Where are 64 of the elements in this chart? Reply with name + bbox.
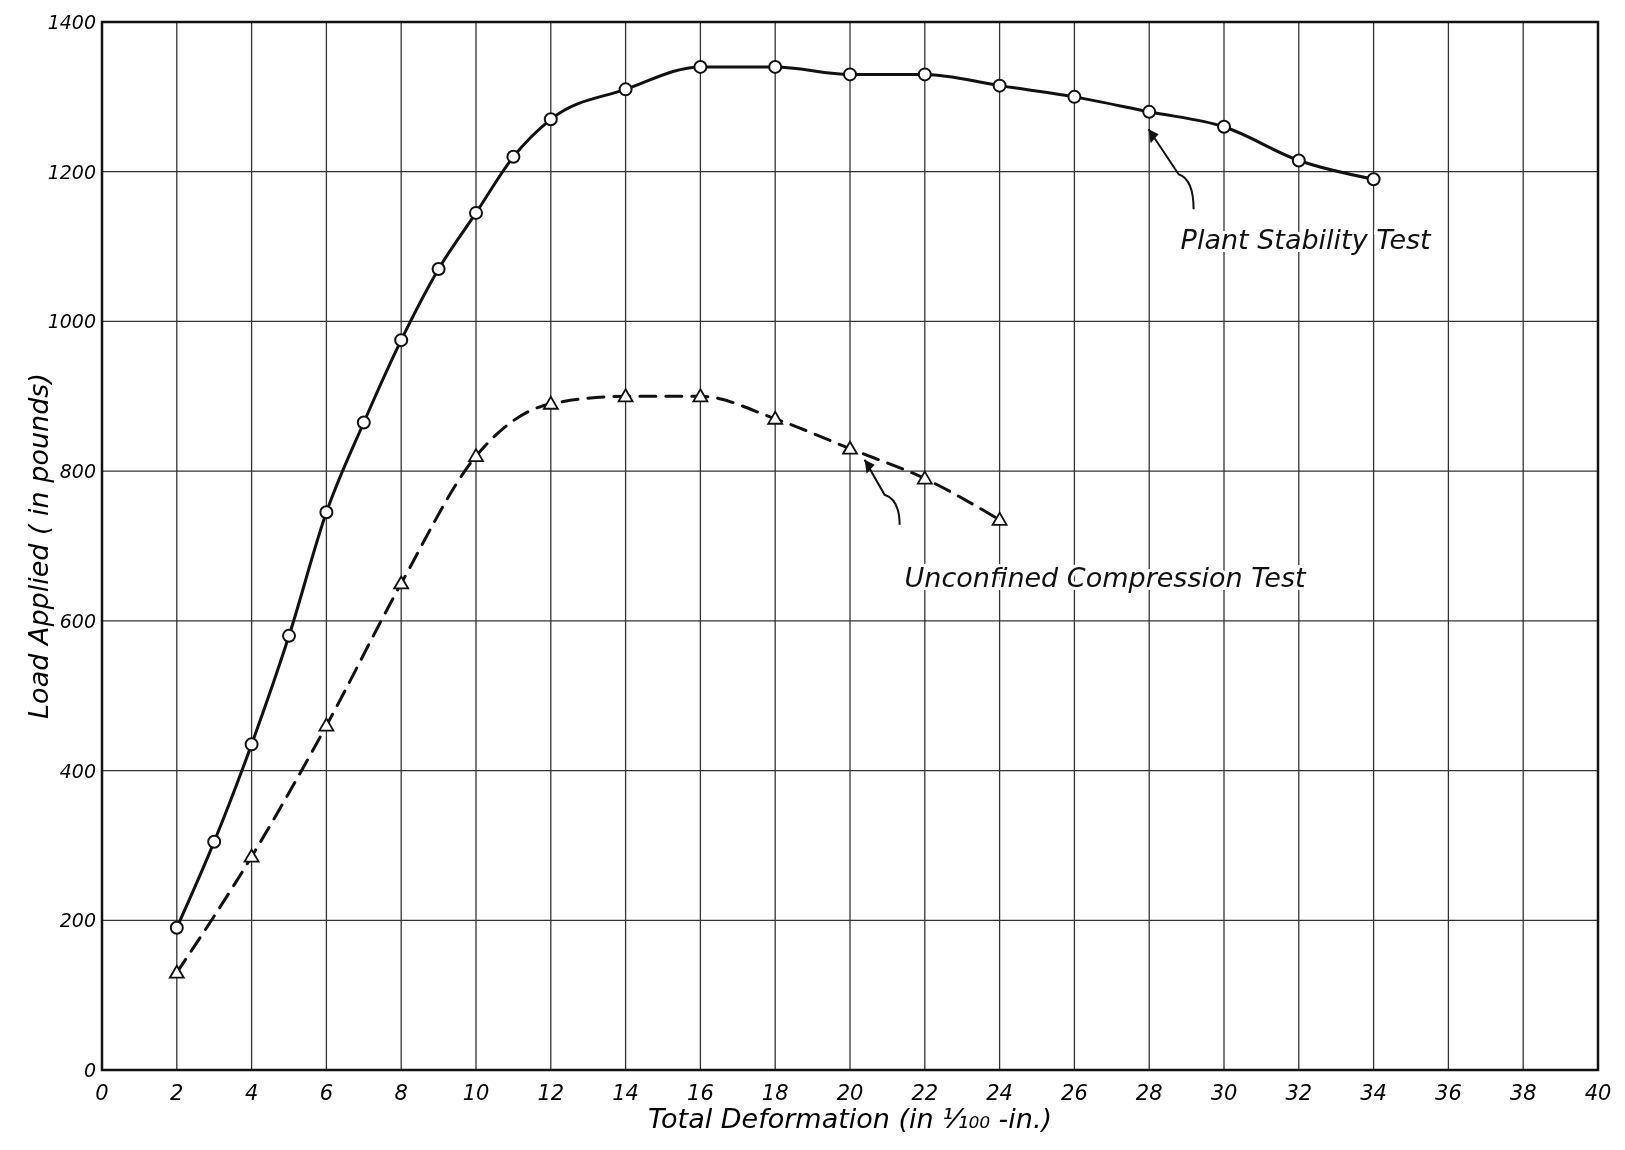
x-tick-label: 34 <box>1360 1081 1387 1105</box>
point <box>843 67 857 82</box>
point <box>543 112 558 127</box>
point <box>243 848 260 863</box>
point <box>356 415 371 430</box>
x-tick-label: 20 <box>836 1081 864 1105</box>
point <box>393 575 410 590</box>
point <box>431 262 446 277</box>
point <box>1142 104 1157 119</box>
point <box>542 395 559 410</box>
x-tick-label: 22 <box>911 1081 939 1105</box>
point <box>1291 153 1306 168</box>
point <box>1217 119 1231 134</box>
point <box>767 410 784 425</box>
point <box>244 737 259 752</box>
point <box>169 920 184 935</box>
x-tick-label: 16 <box>687 1081 714 1105</box>
x-tick-label: 36 <box>1435 1081 1462 1105</box>
point <box>991 511 1008 526</box>
point <box>917 67 932 82</box>
point <box>693 59 708 74</box>
y-tick-label: 400 <box>59 759 96 782</box>
x-tick-label: 32 <box>1285 1081 1313 1105</box>
x-tick-label: 26 <box>1061 1081 1088 1105</box>
x-tick-label: 28 <box>1135 1081 1163 1105</box>
x-tick-label: 12 <box>537 1081 565 1105</box>
point <box>1366 172 1381 187</box>
point <box>1067 89 1082 104</box>
point <box>207 834 222 849</box>
point <box>168 964 185 979</box>
point <box>842 440 858 455</box>
x-tick-label: 10 <box>462 1081 490 1105</box>
x-tick-label: 30 <box>1210 1081 1238 1105</box>
point <box>617 388 634 403</box>
point <box>469 205 483 220</box>
point <box>618 82 633 97</box>
x-tick-label: 18 <box>761 1081 789 1105</box>
point <box>282 628 296 643</box>
point <box>468 448 484 463</box>
y-tick-label: 800 <box>59 460 96 483</box>
x-tick-label: 24 <box>986 1081 1013 1105</box>
point <box>692 388 709 403</box>
x-tick-label: 4 <box>244 1081 259 1105</box>
x-tick-label: 38 <box>1509 1081 1537 1105</box>
x-tick-label: 2 <box>170 1081 184 1105</box>
point <box>318 717 335 732</box>
x-tick-label: 40 <box>1584 1081 1612 1105</box>
x-tick-label: 14 <box>612 1081 639 1105</box>
point <box>992 78 1007 93</box>
y-tick-label: 1400 <box>47 11 96 33</box>
x-tick-label: 8 <box>394 1081 408 1105</box>
y-tick-label: 1000 <box>47 310 96 333</box>
x-tick-label: 6 <box>319 1081 334 1105</box>
y-tick-label: 600 <box>59 609 96 632</box>
point <box>916 470 933 485</box>
point <box>394 333 409 348</box>
y-tick-label: 200 <box>59 909 96 932</box>
point <box>319 505 334 520</box>
x-axis-title: Total Deformation (in ¹⁄₁₀₀ -in.) <box>647 1103 1053 1134</box>
point <box>506 149 521 164</box>
y-tick-label: 0 <box>83 1059 96 1081</box>
y-axis-title: Load Applied ( in pounds) <box>23 373 54 719</box>
point <box>768 59 783 74</box>
y-tick-label: 1200 <box>47 160 96 183</box>
